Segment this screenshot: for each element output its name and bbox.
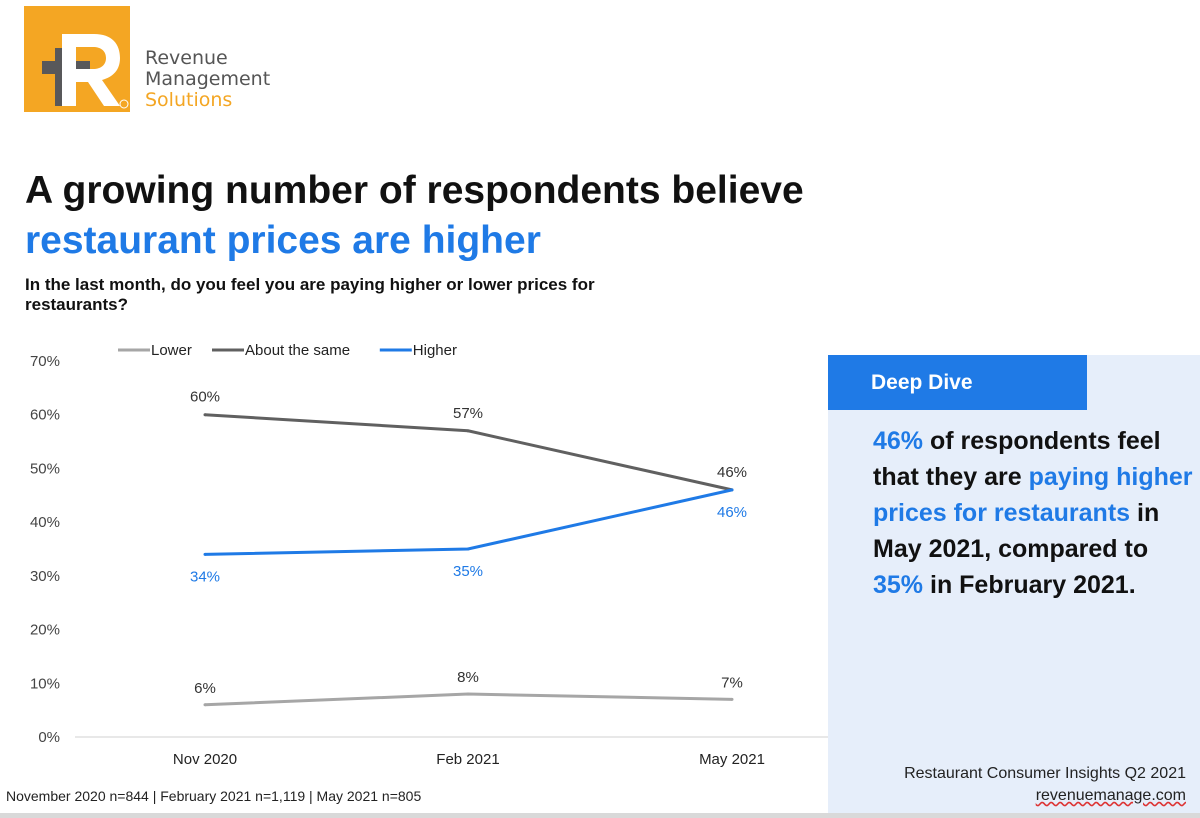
legend-label: Higher [413,342,457,359]
series-line [204,488,733,556]
data-point [203,703,207,707]
deep-dive-highlight: paying higher prices for restaurants [873,463,1193,527]
deep-dive-text: 46% of respondents feel that they are pa… [873,423,1193,603]
deep-dive-text-1: of respondents feel that they are [873,427,1161,491]
data-label: 57% [453,405,483,422]
deep-dive-pct: 46% [873,427,924,455]
title-line-2: restaurant prices are higher [25,219,541,262]
data-point [466,429,470,433]
data-point [203,552,207,556]
y-tick-label: 30% [30,568,60,585]
y-tick-label: 50% [30,460,60,477]
title-line-1: A growing number of respondents believe [25,169,804,212]
y-tick-label: 10% [30,675,60,692]
survey-question: In the last month, do you feel you are p… [25,275,595,314]
data-point [730,697,734,701]
x-tick-label: Feb 2021 [436,751,499,768]
y-tick-label: 40% [30,514,60,531]
data-label: 7% [721,674,743,691]
data-point [466,547,470,551]
company-logo [24,6,130,112]
y-tick-label: 70% [30,353,60,370]
brand-line-3: Solutions [145,89,233,111]
series-line [204,692,733,707]
series-line [204,413,733,492]
data-label: 46% [717,464,747,481]
deep-dive-pct-2: 35% [873,571,924,599]
legend-label: About the same [245,342,350,359]
data-point [466,692,470,696]
sample-size-footnote: November 2020 n=844 | February 2021 n=1,… [6,788,422,804]
page-title: A growing number of respondents believe … [25,166,804,266]
logo-mark [42,34,129,109]
data-label: 35% [453,563,483,580]
bottom-divider [0,813,1200,818]
deep-dive-header: Deep Dive [828,355,1087,410]
source-url[interactable]: revenuemanage.com [1035,787,1186,804]
brand-line-2: Management [145,68,271,90]
data-label: 60% [190,389,220,406]
x-tick-label: Nov 2020 [173,751,237,768]
line-chart: 0% 10% 20% 30% 40% 50% 60% 70% Nov 2020 Feb 2021 M… [30,342,865,768]
data-label: 34% [190,568,220,585]
data-label: 8% [457,669,479,686]
brand-line-1: Revenue [145,47,228,69]
y-tick-label: 20% [30,622,60,639]
data-point [203,413,207,417]
deep-dive-text-3: in February 2021. [923,571,1136,599]
source-note: Restaurant Consumer Insights Q2 2021 rev… [904,763,1186,807]
x-tick-label: May 2021 [699,751,765,768]
data-label: 46% [717,504,747,521]
deep-dive-text-2: in May 2021, compared to [873,499,1160,563]
deep-dive-panel [828,355,1200,818]
y-tick-label: 60% [30,407,60,424]
data-point [730,488,734,492]
brand-name: Revenue Management Solutions [145,48,270,111]
data-label: 6% [194,680,216,697]
source-line: Restaurant Consumer Insights Q2 2021 [904,765,1186,782]
y-tick-label: 0% [38,729,60,746]
legend-label: Lower [151,342,192,359]
